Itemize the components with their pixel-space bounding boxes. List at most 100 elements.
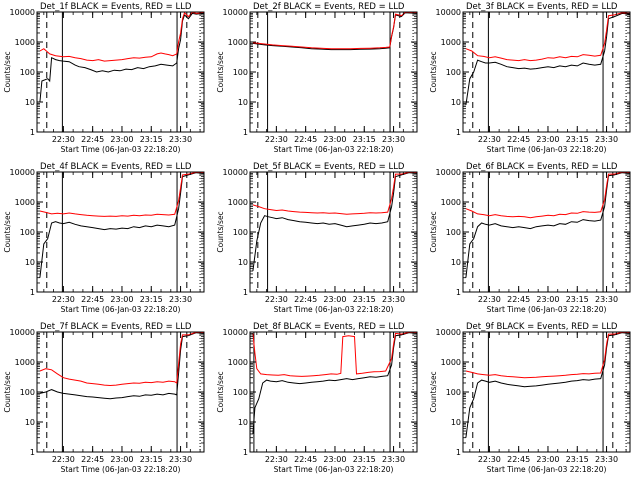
y-tick-label: 1000 (441, 358, 461, 367)
panel-title: Det_6f BLACK = Events, RED = LLD (466, 162, 618, 172)
series-line-events (465, 172, 630, 278)
y-tick-label: 100 (233, 388, 248, 397)
x-tick-label: 22:45 (294, 455, 317, 464)
series-line-lld (252, 172, 417, 215)
x-tick-label: 22:30 (52, 455, 75, 464)
series-group (252, 172, 417, 292)
plot-panel: Det_5f BLACK = Events, RED = LLD Counts/s… (216, 162, 418, 314)
y-tick-label: 10 (451, 258, 461, 267)
x-tick-label: 23:30 (595, 455, 618, 464)
x-tick-label: 23:00 (536, 135, 559, 144)
series-line-lld (465, 332, 630, 379)
series-line-events (39, 172, 204, 278)
y-tick-label: 100 (446, 68, 461, 77)
y-tick-label: 10 (25, 418, 35, 427)
x-tick-label: 22:30 (478, 135, 501, 144)
panel-title: Det_9f BLACK = Events, RED = LLD (466, 322, 618, 332)
y-tick-label: 100 (20, 228, 35, 237)
plot-panel: Det_4f BLACK = Events, RED = LLD Counts/s… (3, 162, 205, 314)
x-axis-label: Start Time (06-Jan-03 22:18:20) (487, 465, 607, 474)
x-tick-label: 23:00 (323, 295, 346, 304)
x-tick-label: 23:15 (353, 135, 376, 144)
x-tick-label: 22:30 (265, 295, 288, 304)
x-tick-label: 22:45 (81, 295, 104, 304)
x-tick-label: 23:30 (169, 295, 192, 304)
series-group (252, 332, 417, 452)
y-tick-label: 10000 (223, 8, 248, 17)
y-tick-label: 10000 (10, 8, 35, 17)
x-tick-label: 23:00 (323, 455, 346, 464)
y-tick-label: 10 (238, 258, 248, 267)
y-tick-label: 1000 (441, 198, 461, 207)
series-group (252, 12, 417, 132)
series-line-events (465, 12, 630, 105)
x-tick-label: 23:30 (382, 455, 405, 464)
plot-frame (249, 11, 418, 133)
series-group (465, 12, 630, 132)
y-tick-label: 100 (233, 68, 248, 77)
x-axis-label: Start Time (06-Jan-03 22:18:20) (61, 305, 181, 314)
x-axis-label: Start Time (06-Jan-03 22:18:20) (487, 305, 607, 314)
y-axis-label: Counts/sec (429, 51, 438, 92)
y-axis-label: Counts/sec (3, 371, 12, 412)
y-tick-label: 100 (20, 388, 35, 397)
y-tick-label: 100 (446, 388, 461, 397)
x-tick-label: 23:15 (140, 455, 163, 464)
y-tick-label: 10 (25, 258, 35, 267)
y-tick-label: 10000 (436, 8, 461, 17)
x-tick-label: 23:00 (110, 295, 133, 304)
x-tick-label: 22:45 (507, 135, 530, 144)
y-tick-label: 1000 (15, 198, 35, 207)
series-line-lld (252, 332, 417, 377)
y-tick-label: 10 (451, 418, 461, 427)
x-tick-label: 23:00 (110, 135, 133, 144)
x-tick-label: 23:15 (140, 295, 163, 304)
plot-panel: Det_3f BLACK = Events, RED = LLD Counts/s… (429, 2, 631, 154)
x-tick-label: 22:30 (265, 455, 288, 464)
plot-panel: Det_7f BLACK = Events, RED = LLD Counts/s… (3, 322, 205, 474)
y-tick-label: 1000 (228, 38, 248, 47)
panel-title: Det_7f BLACK = Events, RED = LLD (40, 322, 192, 332)
x-tick-label: 23:30 (382, 135, 405, 144)
x-axis-label: Start Time (06-Jan-03 22:18:20) (61, 465, 181, 474)
x-tick-label: 23:15 (353, 295, 376, 304)
series-line-events (252, 332, 417, 434)
series-group (39, 12, 204, 132)
series-line-lld (39, 332, 204, 387)
y-tick-label: 10000 (10, 328, 35, 337)
y-axis-label: Counts/sec (429, 371, 438, 412)
y-tick-label: 10 (238, 418, 248, 427)
plot-panel: Det_1f BLACK = Events, RED = LLD Counts/s… (3, 2, 205, 154)
panel-title: Det_3f BLACK = Events, RED = LLD (466, 2, 618, 12)
series-line-events (39, 12, 204, 103)
x-tick-label: 23:30 (169, 455, 192, 464)
y-tick-label: 1 (30, 128, 35, 137)
y-tick-label: 1 (243, 448, 248, 457)
x-tick-label: 22:45 (507, 295, 530, 304)
x-tick-label: 23:15 (566, 295, 589, 304)
x-tick-label: 22:30 (265, 135, 288, 144)
x-tick-label: 23:30 (382, 295, 405, 304)
series-line-lld (465, 12, 630, 62)
x-tick-label: 22:30 (52, 295, 75, 304)
y-tick-label: 100 (233, 228, 248, 237)
x-axis-label: Start Time (06-Jan-03 22:18:20) (274, 145, 394, 154)
x-tick-label: 22:30 (478, 295, 501, 304)
series-line-events (252, 172, 417, 272)
x-tick-label: 23:15 (566, 455, 589, 464)
series-line-events (465, 332, 630, 438)
y-tick-label: 100 (20, 68, 35, 77)
plot-frame (249, 331, 418, 453)
y-tick-label: 1000 (15, 358, 35, 367)
series-line-lld (465, 172, 630, 219)
x-tick-label: 22:45 (81, 455, 104, 464)
x-tick-label: 23:00 (110, 455, 133, 464)
x-tick-label: 23:00 (536, 295, 559, 304)
y-axis-label: Counts/sec (3, 51, 12, 92)
panel-title: Det_5f BLACK = Events, RED = LLD (253, 162, 405, 172)
y-axis-label: Counts/sec (3, 211, 12, 252)
x-tick-label: 23:15 (566, 135, 589, 144)
y-tick-label: 10000 (10, 168, 35, 177)
